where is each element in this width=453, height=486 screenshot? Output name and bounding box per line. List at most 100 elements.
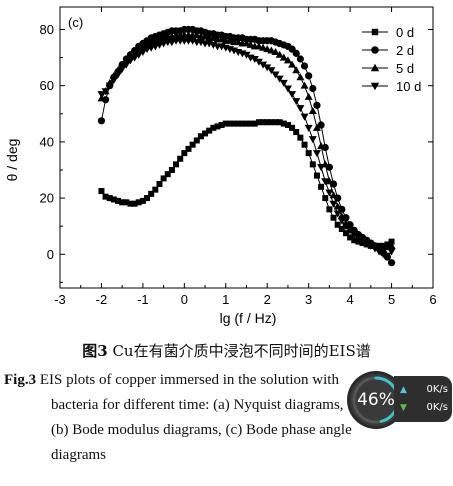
data-point — [312, 123, 321, 131]
data-point — [231, 120, 238, 127]
data-point — [347, 234, 354, 241]
x-tick-label: 0 — [181, 292, 188, 307]
data-point — [138, 48, 147, 56]
data-point — [300, 62, 309, 70]
data-point — [296, 55, 304, 63]
data-point — [126, 57, 135, 65]
data-point — [130, 54, 139, 62]
data-point — [101, 96, 110, 104]
data-point — [115, 197, 122, 204]
series-5d — [97, 31, 396, 251]
data-point — [301, 141, 308, 148]
data-point — [218, 122, 225, 129]
data-point — [97, 117, 106, 125]
data-point — [330, 214, 337, 221]
legend-marker — [371, 46, 379, 54]
download-speed: 0K/s — [426, 402, 449, 413]
data-point — [355, 238, 362, 245]
y-tick-label: 40 — [40, 134, 54, 149]
data-point — [305, 150, 312, 157]
caption-en-line4: diagrams — [51, 447, 106, 463]
data-point — [334, 221, 341, 228]
data-point — [168, 166, 175, 173]
data-point — [304, 124, 313, 132]
caption-en-label: Fig.3 — [4, 372, 37, 388]
y-tick-label: 20 — [40, 191, 54, 206]
data-point — [350, 231, 359, 239]
data-point — [292, 49, 300, 57]
data-point — [160, 175, 167, 182]
data-point — [308, 136, 317, 144]
progress-ring[interactable]: 46% — [350, 374, 402, 426]
data-point — [156, 181, 163, 188]
data-point — [318, 183, 325, 190]
data-point — [247, 120, 254, 127]
y-tick-label: 80 — [40, 22, 54, 37]
data-point — [296, 105, 305, 113]
x-tick-label: 4 — [346, 292, 353, 307]
download-row: ▼ 0K/s — [400, 400, 450, 416]
data-point — [317, 164, 326, 172]
upload-speed: 0K/s — [426, 384, 449, 395]
data-point — [317, 121, 325, 129]
data-point — [288, 60, 297, 68]
legend-item: 2 d — [362, 43, 414, 58]
data-point — [226, 120, 233, 127]
data-point — [131, 200, 138, 207]
data-point — [300, 113, 309, 121]
data-point — [292, 98, 301, 106]
upload-arrow-icon: ▲ — [400, 385, 407, 395]
data-point — [342, 230, 349, 237]
caption-en-line2: bacteria for different time: (a) Nyquist… — [51, 397, 344, 413]
data-point — [206, 127, 213, 134]
data-point — [214, 123, 221, 130]
data-point — [267, 67, 276, 75]
data-point — [279, 79, 288, 87]
data-point — [148, 190, 155, 197]
data-point — [388, 238, 395, 245]
data-point — [110, 196, 117, 203]
y-tick-label: 60 — [40, 78, 54, 93]
legend: 0 d 2 d 5 d 10 d — [362, 25, 421, 94]
data-point — [242, 51, 251, 59]
data-point — [235, 120, 242, 127]
data-point — [283, 85, 292, 93]
legend-item: 10 d — [362, 79, 421, 94]
y-axis-label: θ / deg — [4, 139, 20, 182]
data-point — [139, 197, 146, 204]
data-point — [383, 252, 392, 260]
data-point — [222, 120, 229, 127]
data-point — [210, 124, 217, 131]
data-point — [293, 129, 300, 136]
data-point — [321, 178, 330, 186]
panel-label: (c) — [68, 15, 83, 30]
data-point — [309, 161, 316, 168]
data-point — [338, 225, 345, 232]
data-point — [193, 137, 200, 144]
legend-marker — [371, 28, 379, 36]
y-tick-label: 0 — [47, 247, 54, 262]
data-point — [105, 82, 114, 90]
data-point — [255, 119, 262, 126]
data-point — [123, 199, 130, 206]
data-point — [300, 81, 309, 89]
data-point — [289, 124, 296, 131]
data-point — [305, 72, 313, 80]
data-point — [260, 119, 267, 126]
data-point — [387, 259, 396, 267]
data-point — [280, 120, 287, 127]
data-point — [122, 61, 131, 69]
data-point — [127, 200, 134, 207]
x-tick-label: 1 — [222, 292, 229, 307]
network-speed-widget[interactable]: 46% ▲ 0K/s ▼ 0K/s — [350, 374, 453, 428]
data-point — [101, 88, 110, 96]
data-point — [134, 51, 143, 59]
data-point — [312, 150, 321, 158]
data-point — [333, 210, 342, 218]
data-point — [185, 145, 192, 152]
data-point — [114, 71, 123, 79]
data-point — [366, 242, 375, 250]
series-10d — [97, 37, 396, 260]
data-point — [173, 161, 180, 168]
